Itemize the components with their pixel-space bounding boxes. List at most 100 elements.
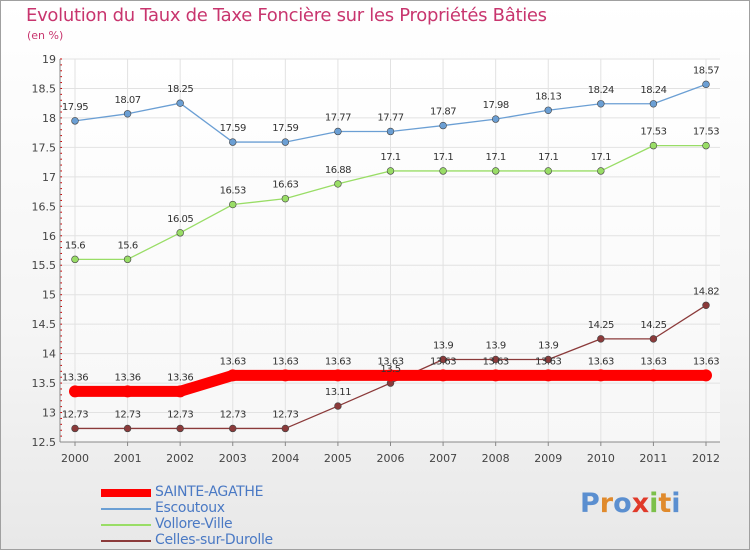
logo-letter: o xyxy=(613,488,632,519)
data-point xyxy=(281,138,290,146)
data-label: 14.25 xyxy=(640,320,666,331)
data-label: 12.73 xyxy=(62,409,88,420)
y-tick-label: 16 xyxy=(42,230,56,243)
data-point xyxy=(229,200,237,209)
data-point xyxy=(334,402,342,410)
x-tick-label: 2008 xyxy=(482,452,510,465)
data-point xyxy=(700,369,712,382)
y-tick-label: 18.5 xyxy=(32,82,57,95)
legend-entry: Celles-sur-Durolle xyxy=(101,532,401,549)
data-label: 16.05 xyxy=(167,214,193,225)
data-point xyxy=(491,115,500,123)
x-tick-label: 2005 xyxy=(324,452,352,465)
x-tick-label: 2012 xyxy=(692,452,720,465)
x-tick-label: 2003 xyxy=(219,452,247,465)
data-label: 17.1 xyxy=(433,152,453,163)
logo-letter: x xyxy=(631,488,650,519)
data-point xyxy=(334,127,342,136)
data-label: 13.63 xyxy=(325,356,351,367)
data-label: 17.59 xyxy=(272,123,298,134)
data-point xyxy=(437,369,450,382)
logo-letter: i xyxy=(649,488,659,519)
x-tick-label: 2009 xyxy=(534,452,562,465)
data-label: 13.63 xyxy=(377,356,403,367)
series-vollore-ville xyxy=(71,141,710,264)
y-tick-label: 16.5 xyxy=(32,200,57,213)
data-point xyxy=(123,424,132,433)
data-point xyxy=(439,167,447,175)
y-tick-label: 14 xyxy=(42,348,56,361)
data-point xyxy=(176,424,184,433)
chart-title: Evolution du Taux de Taxe Foncière sur l… xyxy=(26,5,547,26)
data-point xyxy=(229,424,237,433)
x-tick-label: 2002 xyxy=(166,452,194,465)
series-escoutoux xyxy=(71,80,710,146)
y-tick-label: 13.5 xyxy=(32,377,57,390)
legend-entry: SAINTE-AGATHE xyxy=(101,484,401,501)
data-point xyxy=(489,369,502,382)
data-label: 17.53 xyxy=(640,127,666,138)
data-point xyxy=(281,424,290,433)
logo-letter: i xyxy=(671,488,681,519)
legend-label: Vollore-Ville xyxy=(155,516,233,532)
data-label: 17.59 xyxy=(220,123,246,134)
y-tick-label: 13 xyxy=(42,407,56,420)
data-point xyxy=(491,167,500,175)
data-label: 17.1 xyxy=(591,152,611,163)
data-point xyxy=(279,369,292,382)
data-label: 17.95 xyxy=(62,102,88,113)
data-label: 14.25 xyxy=(588,320,614,331)
data-point xyxy=(123,110,132,118)
data-label: 17.1 xyxy=(538,152,558,163)
legend-entry: Escoutoux xyxy=(101,500,401,517)
y-tick-label: 17 xyxy=(42,171,56,184)
data-point xyxy=(71,424,79,433)
legend-swatch xyxy=(101,489,151,497)
data-label: 18.07 xyxy=(115,95,141,106)
data-point xyxy=(542,369,555,382)
x-tick-label: 2007 xyxy=(429,452,457,465)
y-tick-label: 12.5 xyxy=(32,436,57,449)
data-point xyxy=(334,180,342,188)
legend-entry: Vollore-Ville xyxy=(101,516,401,533)
data-point xyxy=(71,117,79,125)
data-point xyxy=(702,301,710,309)
axes: 12.5 13 13.5 14 14.5 15 15.5 16 16.5 17 17.5 18 18.5… xyxy=(32,53,720,465)
logo-letter: t xyxy=(658,488,672,519)
chart-subtitle: (en %) xyxy=(27,29,64,42)
data-label: 18.25 xyxy=(167,84,193,95)
data-point xyxy=(544,167,552,175)
legend-swatch xyxy=(101,508,151,510)
x-tick-label: 2006 xyxy=(377,452,405,465)
data-label: 17.87 xyxy=(430,107,456,118)
y-tick-label: 18 xyxy=(42,112,56,125)
data-label: 13.63 xyxy=(272,356,298,367)
data-label: 13.63 xyxy=(693,356,719,367)
data-point xyxy=(597,335,605,343)
data-label: 13.36 xyxy=(167,372,193,383)
series-celles-sur-durolle xyxy=(71,301,710,433)
data-point xyxy=(386,127,395,136)
x-tick-label: 2010 xyxy=(587,452,615,465)
data-label: 17.1 xyxy=(380,152,400,163)
proxiti-logo: Proxiti xyxy=(580,488,681,519)
data-label: 17.53 xyxy=(693,127,719,138)
data-point xyxy=(702,141,710,150)
series-lines xyxy=(69,80,712,433)
data-point xyxy=(174,385,187,398)
data-point xyxy=(702,80,710,89)
data-label: 13.9 xyxy=(433,341,453,352)
legend-label: Escoutoux xyxy=(155,500,225,516)
data-label: 17.98 xyxy=(483,100,509,111)
data-point xyxy=(69,385,81,398)
logo-letter: P xyxy=(580,488,600,519)
data-label: 18.13 xyxy=(535,91,561,102)
x-tick-label: 2000 xyxy=(61,452,89,465)
data-label: 12.73 xyxy=(167,409,193,420)
x-tick-label: 2004 xyxy=(271,452,299,465)
data-label: 13.9 xyxy=(486,341,506,352)
data-label: 17.77 xyxy=(377,112,403,123)
data-label: 15.6 xyxy=(65,240,85,251)
data-label: 12.73 xyxy=(115,409,141,420)
data-point xyxy=(597,100,605,108)
